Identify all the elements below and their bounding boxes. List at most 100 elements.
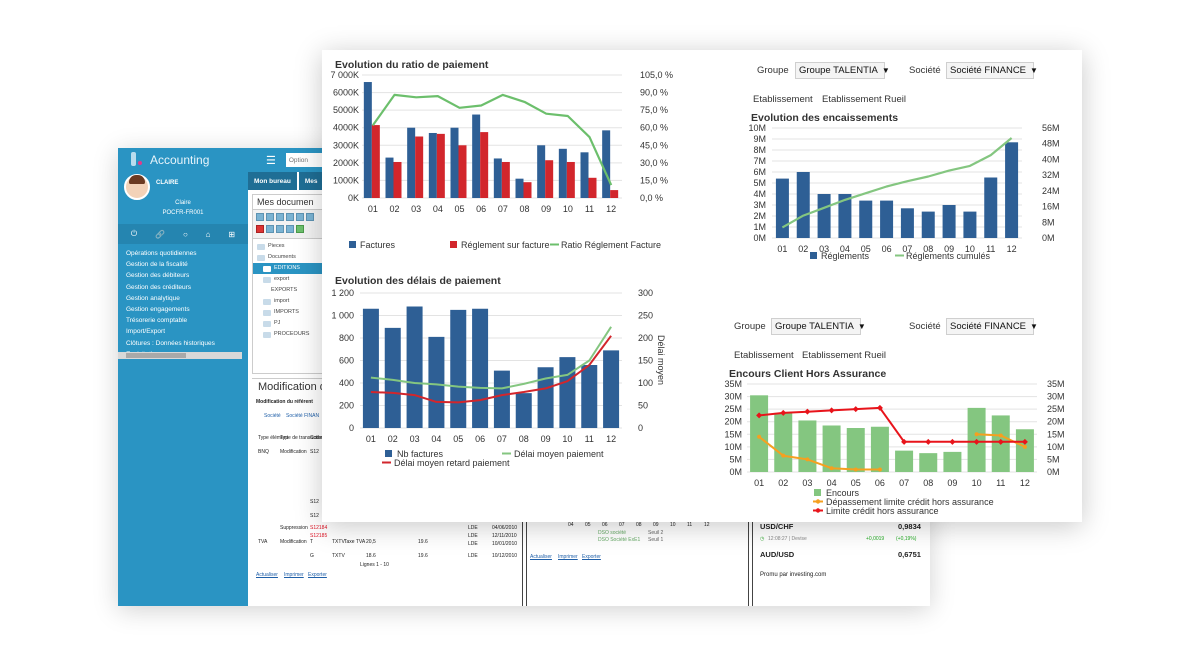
line-marker — [974, 432, 979, 437]
folder-icon — [263, 276, 271, 283]
toolbar-expand-icon[interactable] — [296, 225, 304, 233]
user-card[interactable]: CLAIRE Claire POCFR-FR001 — [118, 172, 248, 224]
table-cell: TXTV — [332, 539, 345, 545]
toolbar-save-icon[interactable] — [286, 225, 294, 233]
sidebar-item-import-export[interactable]: Import/Export — [126, 328, 166, 336]
societe-select[interactable]: Société FINANCE ▼ — [946, 318, 1038, 335]
line-marker — [901, 438, 908, 445]
legend-swatch — [450, 241, 457, 248]
legend-item: Seuil 2 — [648, 530, 664, 536]
tree-item[interactable]: import — [253, 296, 323, 307]
series-line — [781, 137, 1013, 229]
chat-icon[interactable]: ○ — [182, 229, 188, 239]
y-tick-label: 400 — [339, 378, 354, 388]
x-tick-label: 06 — [475, 434, 485, 444]
line-marker — [852, 406, 859, 413]
y-tick-label: 20M — [724, 417, 742, 427]
tree-item[interactable]: Pieces — [253, 241, 323, 252]
etablissement-value[interactable]: Etablissement Rueil — [822, 94, 906, 105]
sidebar: Accounting CLAIRE Claire POCFR-FR001 ⏻ 🔗… — [118, 148, 248, 606]
y2-tick-label: 15M — [1047, 429, 1065, 439]
toolbar-cut-icon[interactable] — [266, 225, 274, 233]
bar-nb-factures — [515, 393, 532, 428]
y-tick-label: 2M — [753, 211, 766, 221]
line-marker — [805, 457, 810, 462]
table-cell: TVA — [258, 539, 268, 545]
sidebar-item-clotures[interactable]: Clôtures : Données historiques — [126, 339, 215, 347]
toolbar-upload-icon[interactable] — [276, 213, 284, 221]
dso-panel: 04 05 06 07 08 09 10 11 12 DSO société Seuil 2 D… — [528, 522, 748, 606]
documents-tree: Pieces Documents EDITIONS export EXPORTS… — [253, 239, 323, 340]
etablissement-value[interactable]: Etablissement Rueil — [802, 350, 886, 361]
societe-select[interactable]: Société FINANCE ▼ — [946, 62, 1038, 79]
tree-item-selected[interactable]: EDITIONS — [253, 263, 323, 274]
hamburger-menu-icon[interactable]: ☰ — [266, 154, 276, 167]
filter-societe-value[interactable]: Société FINAN — [286, 413, 320, 419]
fx-credit[interactable]: Promu par investing.com — [760, 572, 827, 578]
folder-icon — [263, 309, 271, 316]
x-tick-label: 12 — [1020, 478, 1030, 488]
sidebar-item-tresorerie[interactable]: Trésorerie comptable — [126, 317, 188, 325]
sidebar-scrollbar[interactable] — [118, 352, 242, 359]
tab-mon-bureau[interactable]: Mon bureau — [248, 172, 297, 190]
print-link[interactable]: Imprimer — [284, 572, 304, 578]
fx-pair: USD/CHF — [760, 522, 794, 531]
toolbar-move-icon[interactable] — [286, 213, 294, 221]
chart-title: Evolution du ratio de paiement — [335, 59, 489, 71]
user-display-name: Claire — [175, 200, 191, 206]
toolbar-delete-icon[interactable] — [256, 225, 264, 233]
groupe-select[interactable]: Groupe TALENTIA ▼ — [771, 318, 866, 335]
sidebar-item-crediteurs[interactable]: Gestion des créditeurs — [126, 283, 192, 291]
tree-item[interactable]: PJ — [253, 318, 323, 329]
table-cell: Modification — [280, 449, 307, 455]
tab-mes[interactable]: Mes — [298, 172, 324, 190]
toolbar-folder-icon[interactable] — [306, 213, 314, 221]
table-cell: S12185 — [310, 533, 328, 539]
tree-item[interactable]: Documents — [253, 252, 323, 263]
legend-label: Encours — [826, 488, 860, 498]
refresh-link[interactable]: Actualiser — [530, 554, 552, 560]
legend-label: Délai moyen paiement — [514, 449, 604, 459]
table-cell: 20,5 — [366, 539, 376, 545]
org-chart-icon[interactable]: ⌂ — [205, 229, 211, 239]
sidebar-item-debiteurs[interactable]: Gestion des débiteurs — [126, 272, 190, 280]
export-link[interactable]: Exporter — [582, 554, 601, 560]
sidebar-item-engagements[interactable]: Gestion engagements — [126, 306, 190, 314]
line-marker — [828, 407, 835, 414]
caret-down-icon: ▼ — [881, 66, 890, 75]
etablissement-label: Etablissement — [734, 350, 794, 361]
axis-tick-label: 10 — [670, 522, 676, 528]
grid-icon[interactable]: ⊞ — [228, 229, 236, 239]
toolbar-new-icon[interactable] — [256, 213, 264, 221]
refresh-link[interactable]: Actualiser — [256, 572, 278, 578]
sidebar-item-operations[interactable]: Opérations quotidiennes — [126, 250, 197, 257]
y-tick-label: 4000K — [333, 123, 359, 133]
caret-down-icon: ▼ — [857, 322, 866, 331]
toolbar-open-icon[interactable] — [266, 213, 274, 221]
link-icon[interactable]: 🔗 — [155, 229, 166, 239]
power-icon[interactable]: ⏻ — [130, 229, 138, 238]
pager[interactable]: Lignes 1 - 10 — [360, 562, 389, 568]
toolbar-print-icon[interactable] — [276, 225, 284, 233]
toolbar-copy-icon[interactable] — [296, 213, 304, 221]
bar-encours — [798, 420, 817, 472]
groupe-select[interactable]: Groupe TALENTIA ▼ — [795, 62, 890, 79]
bar-r-glement-sur-facture — [588, 177, 597, 198]
bar-r-glement-sur-facture — [545, 160, 554, 198]
search-input[interactable] — [285, 153, 322, 167]
sidebar-item-fiscalite[interactable]: Gestion de la fiscalité — [126, 261, 188, 269]
series-line — [370, 326, 612, 390]
tree-item[interactable]: PROCEOURS — [253, 329, 323, 340]
tree-item[interactable]: export — [253, 274, 323, 285]
tree-item[interactable]: IMPORTS — [253, 307, 323, 318]
export-link[interactable]: Exporter — [308, 572, 327, 578]
y2-tick-label: 15,0 % — [640, 175, 668, 185]
tree-item[interactable]: EXPORTS — [271, 287, 298, 293]
y2-tick-label: 300 — [638, 288, 653, 298]
clock-icon: ◷ — [760, 536, 765, 542]
bar-r-glements — [775, 178, 789, 238]
legend-swatch — [814, 489, 821, 496]
bar-nb-factures — [537, 367, 554, 428]
print-link[interactable]: Imprimer — [558, 554, 578, 560]
sidebar-item-analytique[interactable]: Gestion analytique — [126, 294, 180, 302]
